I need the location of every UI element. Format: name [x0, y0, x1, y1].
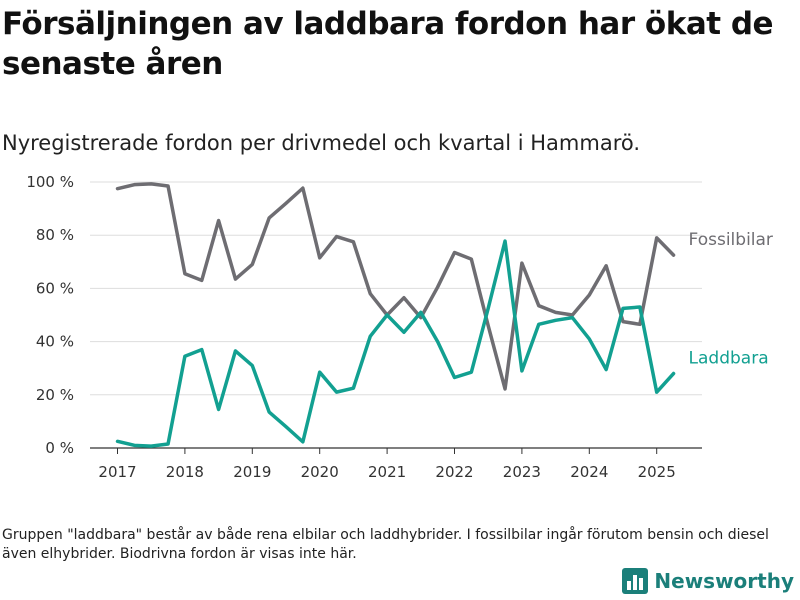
x-tick-label: 2023: [503, 463, 541, 481]
y-tick-label: 0 %: [45, 439, 74, 457]
x-tick-label: 2018: [166, 463, 204, 481]
chart-title: Försäljningen av laddbara fordon har öka…: [2, 6, 774, 82]
brand-name: Newsworthy: [654, 569, 794, 593]
x-tick-label: 2025: [638, 463, 676, 481]
y-tick-label: 80 %: [36, 226, 74, 244]
x-tick-label: 2022: [435, 463, 473, 481]
x-tick-label: 2019: [233, 463, 271, 481]
series-label-fossilbilar: Fossilbilar: [689, 230, 773, 250]
series-labels: Fossilbilar Laddbara: [689, 230, 773, 368]
y-tick-label: 100 %: [26, 173, 74, 191]
y-axis-ticks: 0 % 20 % 40 % 60 % 80 % 100 %: [26, 173, 74, 457]
chart-subtitle: Nyregistrerade fordon per drivmedel och …: [2, 131, 641, 155]
gridlines: [90, 181, 702, 449]
series-lines: [115, 182, 676, 448]
x-tick-label: 2021: [368, 463, 406, 481]
newsworthy-logo: Newsworthy: [622, 568, 794, 594]
x-tick-label: 2020: [301, 463, 339, 481]
y-tick-label: 60 %: [36, 279, 74, 297]
x-tick-label: 2024: [570, 463, 608, 481]
y-tick-label: 20 %: [36, 386, 74, 404]
series-line-fossilbilar: [115, 182, 676, 391]
x-axis-ticks: 2017 2018 2019 2020 2021 2022 2023 2024 2025: [98, 448, 676, 481]
x-tick-label: 2017: [98, 463, 136, 481]
bar-chart-logo-icon: [622, 568, 649, 594]
footnote: Gruppen "laddbara" består av både rena e…: [2, 527, 769, 562]
series-label-laddbara: Laddbara: [689, 349, 769, 369]
series-line-laddbara: [115, 239, 676, 448]
y-tick-label: 40 %: [36, 333, 74, 351]
